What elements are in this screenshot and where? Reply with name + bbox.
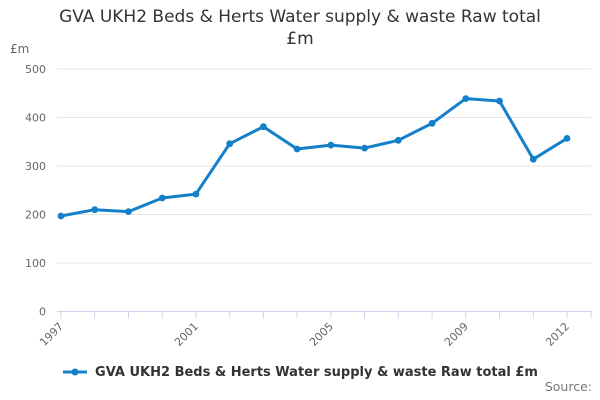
data-point[interactable] <box>496 97 503 105</box>
legend-label: GVA UKH2 Beds & Herts Water supply & was… <box>95 364 538 380</box>
y-axis-tick-label: 100 <box>25 257 46 270</box>
data-point[interactable] <box>57 212 65 220</box>
data-point[interactable] <box>91 206 99 214</box>
y-axis-tick-label: 300 <box>25 160 46 173</box>
data-point[interactable] <box>192 190 200 198</box>
data-point[interactable] <box>327 141 335 149</box>
data-point[interactable] <box>361 144 368 152</box>
chart-title: GVA UKH2 Beds & Herts Water supply & was… <box>0 6 600 50</box>
x-axis-tick-label: 2009 <box>442 320 471 349</box>
chart-title-line1: GVA UKH2 Beds & Herts Water supply & was… <box>59 7 541 27</box>
data-point[interactable] <box>563 135 571 142</box>
legend-item[interactable]: GVA UKH2 Beds & Herts Water supply & was… <box>0 362 600 382</box>
data-point[interactable] <box>226 140 234 148</box>
data-point[interactable] <box>462 95 470 102</box>
x-axis-tick-label: 1997 <box>37 320 66 349</box>
data-point[interactable] <box>125 208 132 216</box>
legend-line-marker-icon <box>63 368 88 376</box>
y-axis-tick-label: 400 <box>25 112 46 125</box>
series-line <box>59 97 569 218</box>
data-point[interactable] <box>158 194 166 202</box>
x-axis-tick-label: 2012 <box>543 320 572 349</box>
data-point[interactable] <box>394 136 402 144</box>
y-axis-tick-label: 500 <box>25 63 46 76</box>
y-axis-tick-label: 200 <box>25 209 46 222</box>
x-axis-tick-label: 2001 <box>172 320 201 349</box>
y-axis-tick-label: 0 <box>39 306 46 319</box>
data-point[interactable] <box>428 119 436 127</box>
source-label: Source: <box>544 379 592 394</box>
y-axis-title: £m <box>10 42 30 56</box>
x-axis-tick-label: 2005 <box>307 320 336 349</box>
data-point[interactable] <box>260 123 267 131</box>
data-point[interactable] <box>293 145 301 153</box>
chart-title-line2: £m <box>286 29 314 49</box>
data-point[interactable] <box>529 155 537 163</box>
